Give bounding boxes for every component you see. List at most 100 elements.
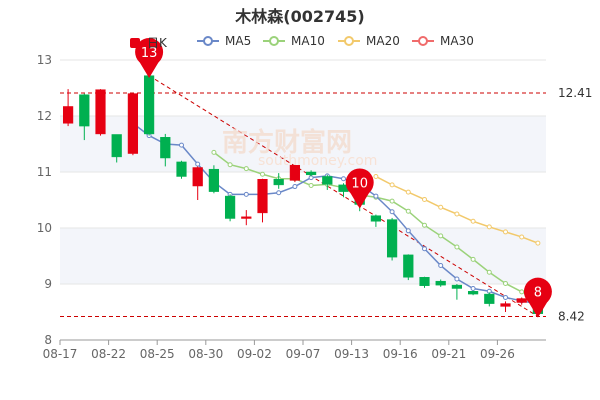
y-tick-label: 12 xyxy=(37,109,52,123)
x-tick-label: 09-02 xyxy=(237,347,272,361)
ma20-point xyxy=(422,196,427,202)
marker-pin xyxy=(345,168,374,197)
ma10-point xyxy=(454,244,460,250)
legend-item-ma10[interactable]: MA10 xyxy=(262,34,325,48)
ma10-point xyxy=(227,162,233,168)
ma10-point xyxy=(519,289,525,295)
chart-title: 木林森(002745) xyxy=(235,7,365,26)
ma5-line xyxy=(132,122,539,305)
candle-body xyxy=(208,168,220,192)
x-tick-label: 08-30 xyxy=(188,347,223,361)
ma10-point xyxy=(486,269,492,275)
x-tick-label: 09-21 xyxy=(431,347,466,361)
ma10-point xyxy=(438,233,444,239)
ma20-point xyxy=(454,211,460,217)
ma10-point xyxy=(470,256,476,262)
ma20-point xyxy=(470,218,476,224)
x-tick-label: 08-22 xyxy=(91,347,126,361)
ma5-point xyxy=(389,209,395,215)
legend-label: MA5 xyxy=(225,34,252,48)
marker-pin xyxy=(523,277,552,306)
candle-body xyxy=(127,93,139,154)
legend-label: MA20 xyxy=(366,34,400,48)
candle-body xyxy=(386,219,398,258)
candle-body xyxy=(289,165,301,181)
candle-legend-icon xyxy=(130,37,140,48)
candle-body xyxy=(467,291,479,295)
x-tick-label: 08-17 xyxy=(43,347,78,361)
y-tick-label: 8 xyxy=(44,333,52,347)
ma20-point xyxy=(373,173,379,179)
candle-body xyxy=(305,171,317,176)
line-legend-icon xyxy=(263,36,285,46)
reference-line-label: 12.41 xyxy=(558,86,592,100)
ma5-point xyxy=(438,263,444,269)
ma5-point xyxy=(179,142,184,148)
legend-label: MA30 xyxy=(440,34,474,48)
ma20-point xyxy=(438,204,444,210)
legend-item-ma30[interactable]: MA30 xyxy=(411,34,474,48)
y-tick-label: 11 xyxy=(37,165,52,179)
candle-body xyxy=(143,75,155,135)
x-tick-label: 09-26 xyxy=(480,347,515,361)
ma10-point xyxy=(389,198,395,204)
marker-pin xyxy=(135,38,164,66)
candle-body xyxy=(370,215,382,222)
candle-body xyxy=(160,137,171,159)
y-tick-label: 10 xyxy=(37,221,52,235)
x-tick-label: 09-13 xyxy=(334,347,369,361)
ma10-point xyxy=(422,222,427,228)
legend-label: MA10 xyxy=(291,34,325,48)
ma5-point xyxy=(276,190,282,196)
candle-body xyxy=(111,134,122,158)
grid-band xyxy=(60,228,546,284)
line-legend-icon xyxy=(412,36,434,46)
legend-item-ma5[interactable]: MA5 xyxy=(196,34,251,48)
candle-body xyxy=(322,176,333,185)
ma5-point xyxy=(422,246,427,252)
legend-label: 日K xyxy=(147,36,167,50)
marker-label: 13 xyxy=(141,46,158,61)
candle-body xyxy=(176,161,187,177)
ma10-point xyxy=(211,149,217,155)
candle-body xyxy=(224,195,236,219)
ma5-point xyxy=(373,193,379,199)
watermark-text: 南方财富网 xyxy=(222,128,353,158)
candle-body xyxy=(273,179,284,186)
marker-label: 10 xyxy=(351,176,368,191)
ma5-point xyxy=(292,184,298,190)
legend-item-daily-k[interactable]: 日K xyxy=(128,34,167,51)
ma20-point xyxy=(405,189,411,195)
candle-body xyxy=(516,298,527,303)
grid-band xyxy=(60,116,546,172)
reference-line-label: 8.42 xyxy=(558,309,585,323)
ma10-point xyxy=(503,280,508,286)
candle-body xyxy=(435,280,446,286)
ma5-point xyxy=(195,161,201,167)
candle-body xyxy=(62,106,74,124)
ma5-point xyxy=(454,276,460,282)
ma5-point xyxy=(243,191,249,197)
ma5-point xyxy=(405,228,411,234)
candle-body xyxy=(419,277,430,286)
ma10-point xyxy=(308,182,314,188)
candle-body xyxy=(403,254,414,278)
ma20-point xyxy=(503,229,508,235)
candle-body xyxy=(257,179,268,214)
ma5-point xyxy=(341,176,346,182)
chart-legend: 日K MA5 MA10 MA20 MA30 xyxy=(0,34,600,52)
candle-body xyxy=(192,167,203,187)
line-legend-icon xyxy=(197,36,219,46)
candle-body xyxy=(484,293,495,304)
ma5-point xyxy=(470,285,476,291)
line-legend-icon xyxy=(338,36,360,46)
ma20-point xyxy=(519,234,525,240)
legend-item-ma20[interactable]: MA20 xyxy=(337,34,400,48)
ma20-point xyxy=(486,224,492,230)
x-tick-label: 08-25 xyxy=(140,347,175,361)
candle-body xyxy=(79,94,90,127)
ma10-point xyxy=(243,166,249,172)
candle-body xyxy=(500,303,511,307)
x-tick-label: 09-16 xyxy=(383,347,418,361)
marker-label: 8 xyxy=(534,286,542,301)
